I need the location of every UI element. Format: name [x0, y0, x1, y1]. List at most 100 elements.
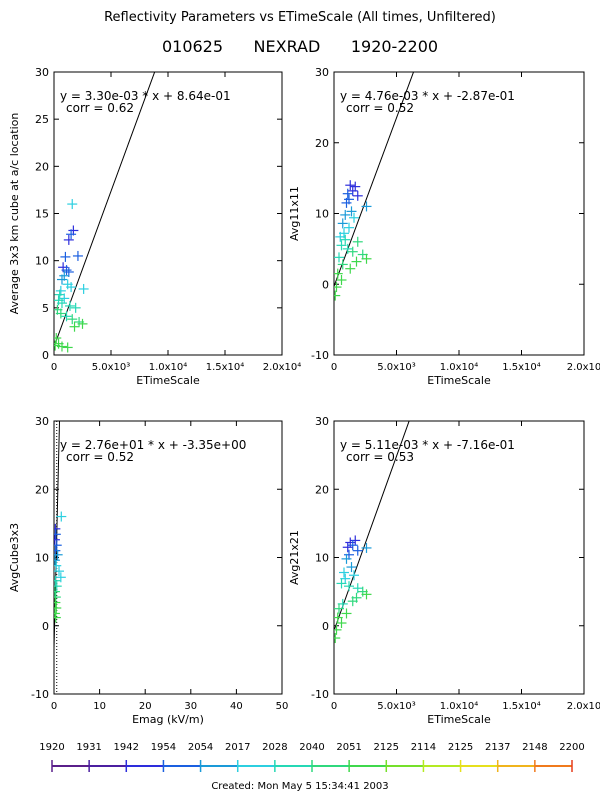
- data-point: [61, 311, 72, 322]
- data-point: [334, 252, 344, 263]
- x-tick-label: 1.0x10⁴: [440, 362, 479, 373]
- fit-line: [54, 72, 156, 348]
- created-timestamp: Created: Mon May 5 15:34:41 2003: [211, 781, 389, 792]
- data-point: [341, 197, 352, 208]
- data-point: [350, 535, 361, 546]
- data-point: [70, 302, 81, 313]
- x-tick-label: 5.0x10³: [92, 362, 131, 373]
- data-point: [347, 246, 358, 257]
- correlation-value: corr = 0.62: [66, 101, 134, 115]
- data-point: [346, 206, 357, 217]
- data-point: [54, 540, 62, 551]
- data-point: [54, 566, 65, 577]
- data-point: [337, 259, 348, 270]
- time-bar-label: 2028: [262, 742, 287, 753]
- data-point: [54, 581, 62, 592]
- time-bar-label: 2114: [411, 742, 436, 753]
- data-point: [344, 222, 354, 233]
- data-point: [54, 549, 63, 560]
- data-point: [67, 199, 78, 210]
- data-point: [350, 181, 361, 192]
- page-title: Reflectivity Parameters vs ETimeScale (A…: [104, 10, 496, 25]
- x-tick-label: 0: [331, 701, 337, 712]
- data-point: [347, 540, 358, 551]
- data-point: [77, 318, 88, 329]
- data-point: [345, 537, 356, 548]
- correlation-value: corr = 0.52: [346, 101, 414, 115]
- x-tick-label: 20: [139, 701, 152, 712]
- x-tick-label: 1.5x10⁴: [206, 362, 245, 373]
- data-point: [54, 340, 61, 351]
- fit-equation: y = 5.11e-03 * x + -7.16e-01: [340, 438, 515, 452]
- data-point: [59, 293, 70, 304]
- data-point: [54, 333, 62, 344]
- data-point: [344, 549, 354, 560]
- x-tick-label: 50: [276, 701, 289, 712]
- x-tick-label: 2.0x10: [567, 701, 600, 712]
- data-point: [349, 570, 359, 581]
- data-point: [66, 282, 77, 293]
- time-bar-label: 2040: [299, 742, 324, 753]
- plot-content: [334, 72, 415, 301]
- data-point: [54, 612, 61, 623]
- y-tick-label: 10: [35, 552, 49, 565]
- data-point: [361, 201, 372, 212]
- data-point: [337, 218, 348, 229]
- fit-line: [334, 72, 415, 287]
- time-bar-label: 2125: [448, 742, 473, 753]
- time-bar-label: 2200: [559, 742, 584, 753]
- data-point: [336, 578, 347, 589]
- y-tick-label: 25: [35, 113, 49, 126]
- data-point: [352, 545, 363, 556]
- y-tick-label: 20: [315, 137, 329, 150]
- y-tick-label: 30: [35, 415, 49, 428]
- y-axis-label: Average 3x3 km cube at a/c location: [8, 113, 21, 315]
- data-point: [67, 314, 78, 325]
- y-tick-label: 30: [35, 66, 49, 79]
- y-tick-label: -10: [311, 688, 329, 701]
- time-bar-label: 1954: [151, 742, 176, 753]
- time-bar-label: 2148: [522, 742, 547, 753]
- data-point: [56, 511, 67, 522]
- data-point: [346, 562, 357, 573]
- scatter-panel-avg21x21: 0 5.0x10³ 1.0x10⁴ 1.5x10⁴ 2.0x10-100102030ET…: [288, 415, 600, 726]
- data-point: [66, 229, 77, 240]
- x-axis-label: ETimeScale: [136, 374, 200, 387]
- data-point: [56, 274, 67, 285]
- x-tick-label: 2.0x10⁴: [263, 362, 302, 373]
- data-point: [56, 298, 67, 309]
- y-tick-label: 20: [35, 483, 49, 496]
- data-point: [54, 586, 60, 597]
- x-tick-label: 1.0x10⁴: [440, 701, 479, 712]
- correlation-value: corr = 0.52: [66, 450, 134, 464]
- x-tick-label: 0: [331, 362, 337, 373]
- y-tick-label: 15: [35, 208, 49, 221]
- fit-equation: y = 3.30e-03 * x + 8.64e-01: [60, 89, 231, 103]
- data-point: [349, 212, 359, 223]
- data-point: [61, 265, 72, 276]
- x-axis-label: ETimeScale: [427, 713, 491, 726]
- time-color-bar: 1920 1931 1942 1954 2054 2017 2028 2040 2051 2125…: [39, 742, 585, 772]
- x-tick-label: 10: [93, 701, 106, 712]
- y-tick-label: 20: [35, 160, 49, 173]
- data-point: [60, 251, 71, 262]
- data-point: [336, 275, 347, 286]
- y-tick-label: 5: [42, 302, 49, 315]
- data-point: [340, 234, 351, 245]
- y-tick-label: 20: [315, 483, 329, 496]
- x-tick-label: 40: [230, 701, 243, 712]
- time-bar-label: 2054: [188, 742, 213, 753]
- data-point: [345, 263, 356, 274]
- data-point: [54, 555, 60, 566]
- y-tick-label: 10: [315, 208, 329, 221]
- data-point: [351, 256, 362, 267]
- time-bar-label: 2051: [336, 742, 361, 753]
- data-point: [55, 308, 66, 319]
- time-bar-label: 1942: [114, 742, 139, 753]
- y-axis-label: Avg21x21: [288, 530, 301, 585]
- y-tick-label: -10: [31, 688, 49, 701]
- data-point: [344, 581, 354, 592]
- data-point: [347, 596, 358, 607]
